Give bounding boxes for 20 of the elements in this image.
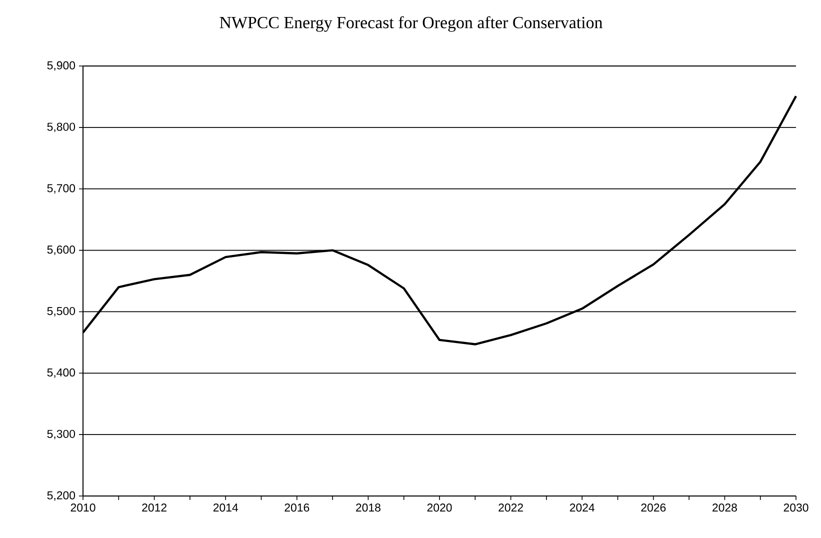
x-tick-label: 2010 xyxy=(70,504,96,512)
x-tick-label: 2028 xyxy=(712,504,737,512)
y-tick-label: 5,500 xyxy=(47,306,76,316)
x-tick-label: 2014 xyxy=(213,504,238,512)
x-tick-label: 2030 xyxy=(784,504,808,512)
y-tick-label: 5,900 xyxy=(47,61,76,71)
x-tick-label: 2016 xyxy=(284,504,310,512)
y-tick-label: 5,400 xyxy=(47,368,76,378)
x-tick-label: 2026 xyxy=(641,504,666,512)
y-tick-label: 5,200 xyxy=(47,491,76,501)
y-tick-label: 5,600 xyxy=(47,246,76,256)
x-tick-label: 2018 xyxy=(356,504,380,512)
chart-title: NWPCC Energy Forecast for Oregon after Conservation xyxy=(220,16,603,32)
x-tick-label: 2020 xyxy=(427,504,452,512)
x-tick-label: 2022 xyxy=(498,504,523,512)
y-tick-label: 5,800 xyxy=(47,122,76,132)
y-tick-label: 5,700 xyxy=(47,184,76,194)
x-tick-label: 2024 xyxy=(570,504,594,512)
x-tick-label: 2012 xyxy=(142,504,166,512)
y-tick-label: 5,300 xyxy=(47,430,76,440)
